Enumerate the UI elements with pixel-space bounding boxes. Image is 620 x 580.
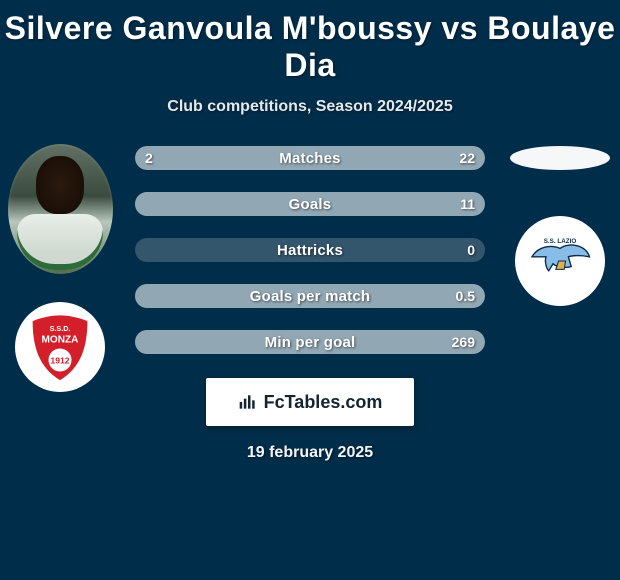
- brand-icon: [238, 392, 258, 412]
- bar-label: Matches: [135, 146, 485, 170]
- subtitle: Club competitions, Season 2024/2025: [0, 98, 620, 116]
- stats-bars: 222Matches 11Goals 0Hattricks 0.5Goals per …: [135, 144, 485, 354]
- player-left-avatar: [8, 144, 113, 274]
- svg-text:S.S. LAZIO: S.S. LAZIO: [544, 238, 577, 245]
- monza-crest-icon: S.S.D. MONZA 1912: [24, 311, 96, 383]
- brand-label: FcTables.com: [264, 392, 383, 413]
- svg-text:1912: 1912: [50, 356, 69, 366]
- bar-label: Goals: [135, 192, 485, 216]
- date-label: 19 february 2025: [0, 444, 620, 462]
- player-right-avatar: [510, 146, 610, 170]
- stat-bar: 269Min per goal: [135, 330, 485, 354]
- lazio-crest-icon: S.S. LAZIO: [525, 226, 595, 296]
- stat-bar: 11Goals: [135, 192, 485, 216]
- svg-text:MONZA: MONZA: [42, 335, 80, 346]
- page-title: Silvere Ganvoula M'boussy vs Boulaye Dia: [0, 0, 620, 84]
- svg-text:S.S.D.: S.S.D.: [50, 324, 71, 333]
- brand-badge: FcTables.com: [206, 378, 414, 426]
- stat-bar: 222Matches: [135, 146, 485, 170]
- club-left-crest: S.S.D. MONZA 1912: [15, 302, 105, 392]
- stat-bar: 0Hattricks: [135, 238, 485, 262]
- club-right-crest: S.S. LAZIO: [515, 216, 605, 306]
- bar-label: Min per goal: [135, 330, 485, 354]
- stat-bar: 0.5Goals per match: [135, 284, 485, 308]
- bar-label: Goals per match: [135, 284, 485, 308]
- bar-label: Hattricks: [135, 238, 485, 262]
